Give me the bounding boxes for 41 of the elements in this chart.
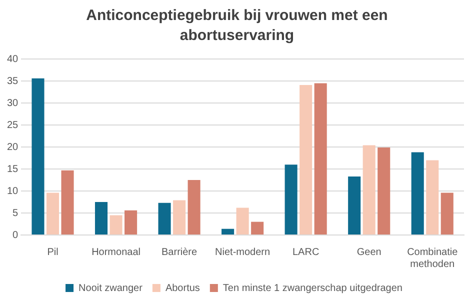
bar (61, 170, 74, 234)
chart-title: Anticonceptiegebruik bij vrouwen met een abortuservaring (85, 6, 389, 46)
bar (94, 202, 108, 234)
x-tick-label: Geen (356, 246, 382, 258)
bar (348, 176, 361, 234)
legend-label: Ten minste 1 zwangerschap uitgedragen (222, 282, 402, 294)
bar (32, 78, 44, 234)
bar (236, 208, 249, 234)
bar (110, 215, 122, 234)
y-tick-label: 5 (12, 208, 19, 219)
y-tick-label: 30 (7, 98, 19, 109)
bar (378, 147, 390, 234)
bar (222, 228, 234, 234)
x-tick-label: LARC (292, 246, 320, 258)
bar (440, 192, 454, 234)
y-tick-label: 35 (7, 76, 19, 87)
x-tick-label: Niet-modern (215, 246, 270, 258)
bar (188, 180, 200, 234)
x-tick-label: Combinatie methoden (407, 246, 458, 270)
x-tick-label: Barrière (162, 246, 198, 258)
bar (314, 83, 327, 234)
x-tick-label: Hormonaal (92, 246, 140, 258)
bar (46, 192, 60, 234)
bar (124, 210, 138, 234)
y-tick-label: 25 (7, 120, 19, 131)
x-tick-label: Pil (47, 246, 58, 258)
y-tick-label: 10 (7, 186, 19, 197)
bar (300, 84, 312, 234)
bar (158, 202, 171, 234)
legend-label: Nooit zwanger (78, 282, 144, 294)
y-tick-label: 20 (7, 142, 19, 153)
legend-label: Abortus (165, 282, 200, 294)
y-tick-label: 15 (7, 164, 19, 175)
bar (251, 222, 264, 234)
bar (362, 145, 376, 234)
y-tick-label: 0 (12, 230, 19, 241)
bar (411, 152, 424, 234)
y-tick-label: 40 (7, 54, 19, 65)
bar (426, 160, 439, 234)
bar (173, 200, 186, 234)
bar (284, 164, 298, 234)
